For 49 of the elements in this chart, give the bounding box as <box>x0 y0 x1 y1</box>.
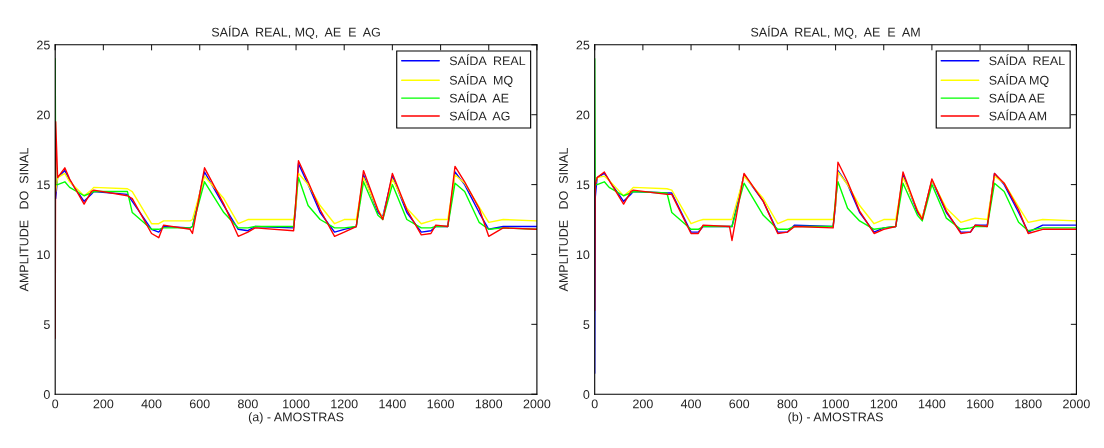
y-tick-label: 10 <box>576 250 590 260</box>
y-tick-label: 0 <box>583 390 590 399</box>
line-series <box>55 172 537 225</box>
legend-label: SAÍDA AG <box>449 109 510 121</box>
x-axis-title: (b) - AMOSTRAS <box>788 412 883 424</box>
y-tick-label: 25 <box>576 40 590 50</box>
y-tick-label: 20 <box>576 110 590 120</box>
y-tick-label: 10 <box>37 250 50 260</box>
chart-title: SAÍDA REAL, MQ, AE E AG <box>211 25 380 39</box>
x-tick-label: 600 <box>189 399 210 409</box>
y-tick-label: 15 <box>37 180 50 190</box>
x-axis-title: (a) - AMOSTRAS <box>248 412 344 424</box>
x-tick-label: 1800 <box>475 399 503 409</box>
legend-label: SAÍDA REAL <box>989 54 1065 66</box>
x-tick-label: 1600 <box>967 399 994 409</box>
y-tick-label: 5 <box>583 320 590 329</box>
y-tick-label: 15 <box>576 180 590 190</box>
x-tick-label: 1200 <box>331 399 358 409</box>
chart-title: SAÍDA REAL, MQ, AE E AM <box>751 25 920 39</box>
x-tick-label: 1600 <box>427 399 454 409</box>
x-tick-label: 0 <box>591 399 598 409</box>
legend-label: SAÍDA MQ <box>449 73 513 87</box>
y-axis-title: AMPLITUDE DO SINAL <box>559 148 568 292</box>
legend-label: SAÍDA AE <box>449 91 509 103</box>
x-tick-label: 2000 <box>523 399 551 409</box>
x-tick-label: 200 <box>633 399 653 409</box>
x-tick-label: 0 <box>52 399 59 409</box>
legend-label: SAÍDA AM <box>989 109 1047 121</box>
x-tick-label: 1400 <box>379 399 406 409</box>
legend-label: SAÍDA REAL <box>449 54 526 66</box>
x-tick-label: 200 <box>93 399 114 409</box>
x-tick-label: 800 <box>238 399 258 409</box>
x-tick-label: 1200 <box>870 399 898 409</box>
y-tick-label: 20 <box>37 110 50 120</box>
x-tick-label: 400 <box>680 399 701 409</box>
y-tick-label: 25 <box>37 40 50 50</box>
legend-label: SAÍDA AE <box>989 91 1045 103</box>
x-tick-label: 800 <box>777 399 798 409</box>
y-axis-title: AMPLITUDE DO SINAL <box>19 148 29 292</box>
x-tick-label: 1800 <box>1015 399 1042 409</box>
x-tick-label: 2000 <box>1063 399 1090 409</box>
x-tick-label: 1000 <box>283 399 310 409</box>
x-tick-label: 1400 <box>918 399 946 409</box>
x-tick-label: 1000 <box>822 399 849 409</box>
y-tick-label: 0 <box>43 390 50 399</box>
x-tick-label: 600 <box>729 399 750 409</box>
legend-label: SAÍDA MQ <box>989 73 1049 87</box>
x-tick-label: 400 <box>141 399 162 409</box>
y-tick-label: 5 <box>43 320 50 329</box>
